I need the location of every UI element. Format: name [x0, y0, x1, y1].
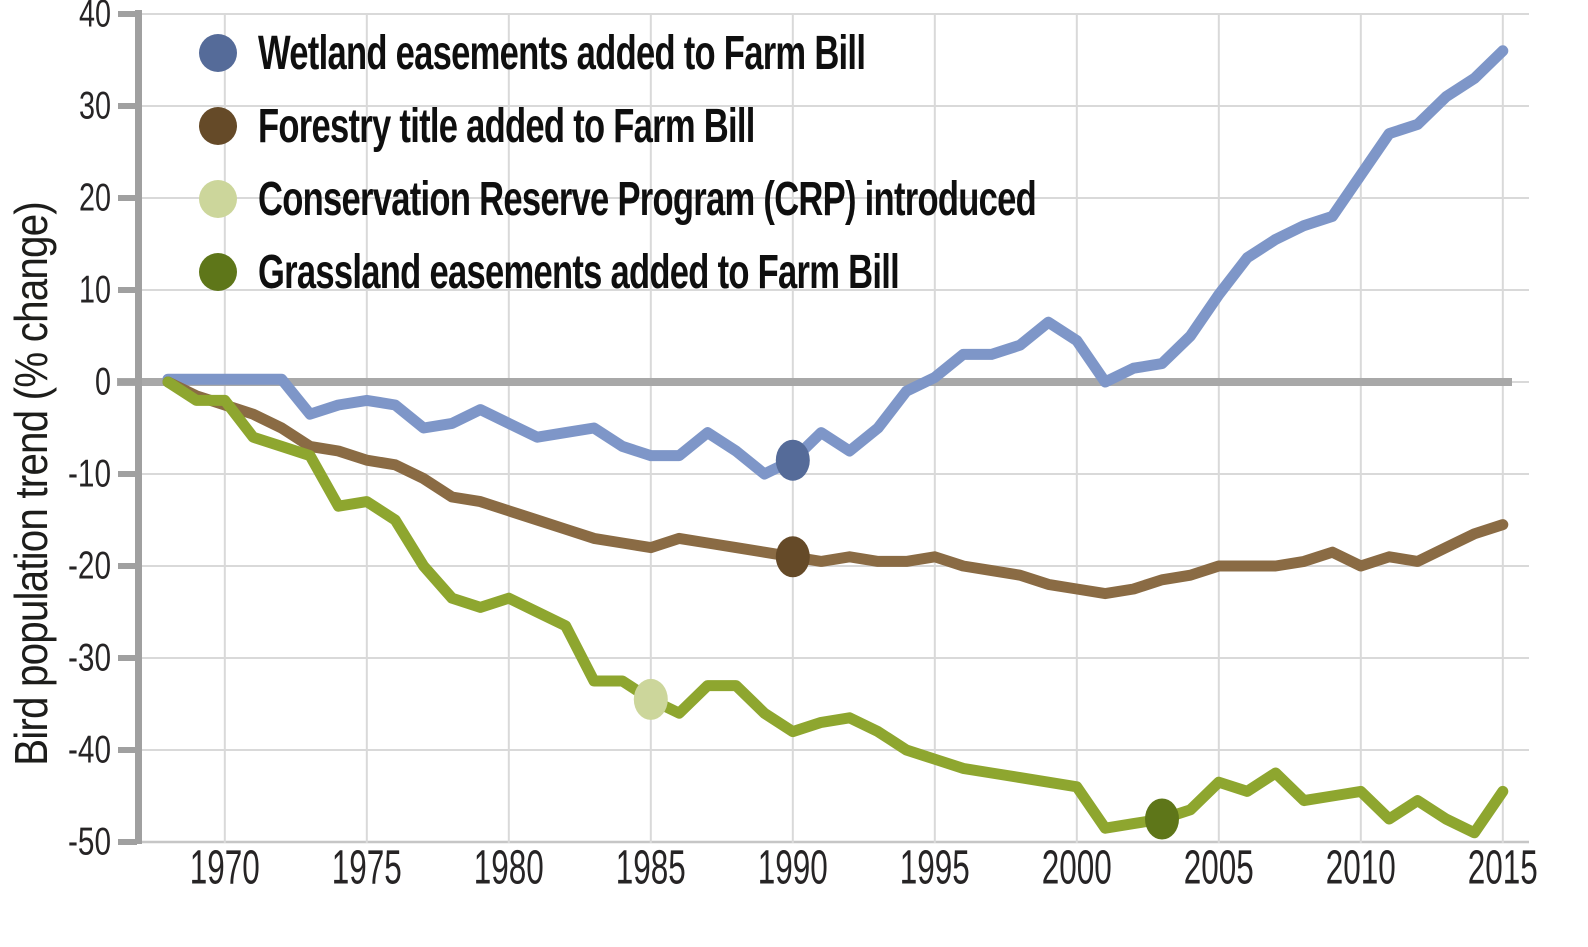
x-tick-label-1975: 1975	[332, 842, 402, 895]
x-tick-label-2010: 2010	[1326, 842, 1396, 895]
y-tick-label--20: -20	[68, 545, 111, 588]
y-tick-label-20: 20	[79, 177, 111, 220]
legend-item-crp-introduced: Conservation Reserve Program (CRP) intro…	[199, 173, 1339, 226]
x-tick-label-2005: 2005	[1184, 842, 1254, 895]
x-tick-label-2000: 2000	[1042, 842, 1112, 895]
grassland-easements-dot-icon	[199, 253, 237, 291]
wetland-easements-dot-icon	[199, 34, 237, 72]
legend-item-wetland-easements: Wetland easements added to Farm Bill	[199, 27, 1101, 80]
grassland-birds-series-line	[162, 376, 1509, 839]
grassland-easements-marker	[1145, 798, 1179, 840]
crp-introduced-marker	[633, 678, 668, 720]
crp-introduced-dot-icon	[199, 180, 237, 218]
x-tick-label-1985: 1985	[616, 842, 686, 895]
wetland-easements-marker	[775, 439, 810, 481]
x-tick-label-1980: 1980	[474, 842, 544, 895]
legend-item-forestry-title: Forestry title added to Farm Bill	[199, 100, 948, 153]
x-tick-label-1970: 1970	[190, 842, 260, 895]
legend-item-label: Conservation Reserve Program (CRP) intro…	[258, 172, 1037, 226]
legend-item-grassland-easements: Grassland easements added to Farm Bill	[199, 246, 1148, 299]
legend-item-label: Grassland easements added to Farm Bill	[258, 245, 900, 299]
x-tick-label-1990: 1990	[758, 842, 828, 895]
forestry-title-dot-icon	[199, 107, 237, 145]
legend-item-label: Forestry title added to Farm Bill	[258, 99, 755, 153]
wetland-birds-series-line	[162, 45, 1509, 480]
x-tick-label-2015: 2015	[1468, 842, 1538, 895]
y-tick-label--50: -50	[68, 821, 111, 864]
legend-item-label: Wetland easements added to Farm Bill	[258, 26, 866, 80]
y-tick-label--10: -10	[68, 453, 111, 496]
y-tick-label-0: 0	[95, 361, 111, 404]
y-tick-label--30: -30	[68, 637, 111, 680]
forest-birds-series-line	[162, 376, 1509, 600]
y-tick-label-30: 30	[79, 85, 111, 128]
forestry-title-marker	[775, 536, 810, 578]
y-tick-label--40: -40	[68, 729, 111, 772]
y-axis-title: Bird population trend (% change)	[5, 202, 57, 766]
x-tick-label-1995: 1995	[900, 842, 970, 895]
y-tick-label-10: 10	[79, 269, 111, 312]
y-tick-label-40: 40	[79, 0, 111, 36]
